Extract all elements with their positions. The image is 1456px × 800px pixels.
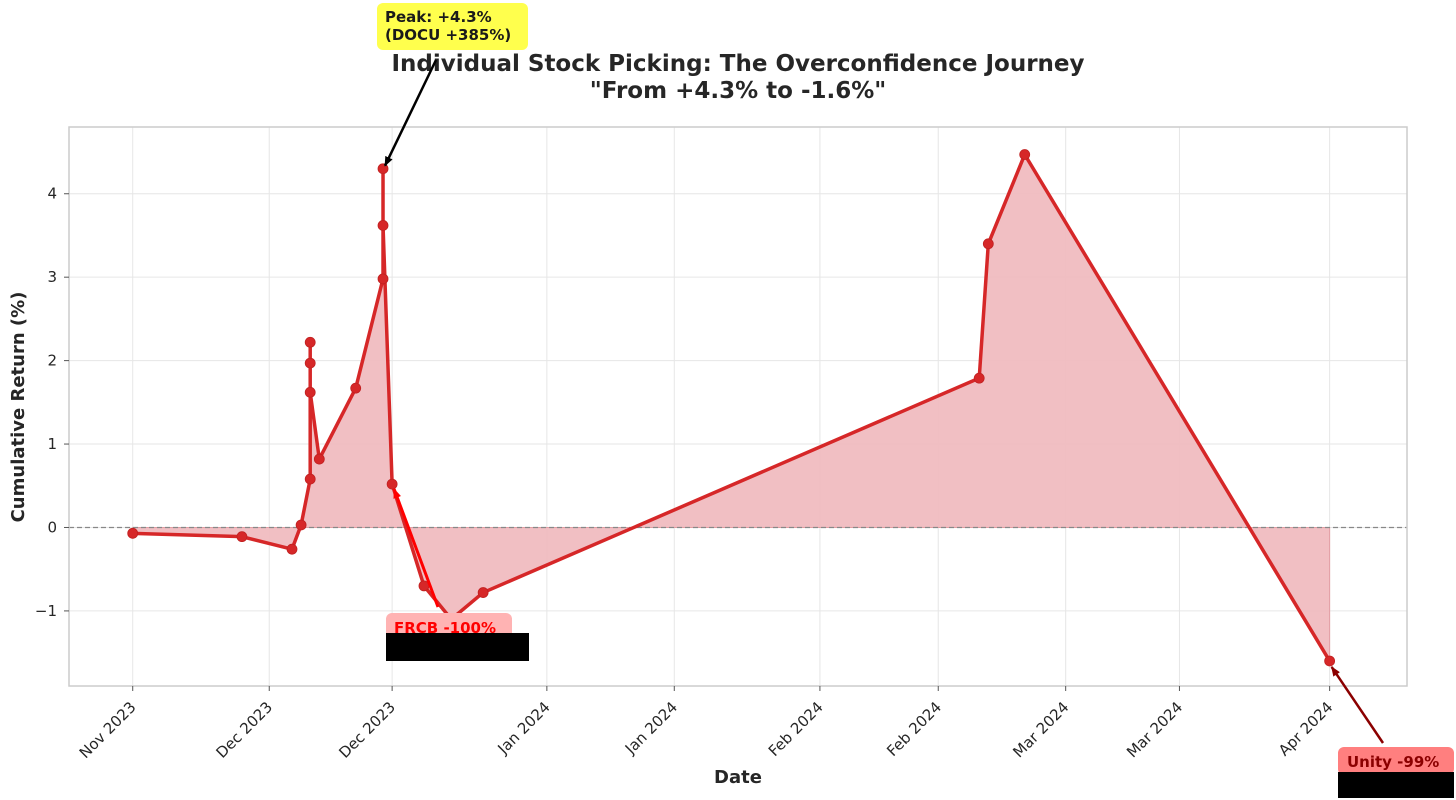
data-point-2 [286, 543, 298, 555]
data-point-19 [1019, 149, 1031, 160]
unity-redaction-bar [1338, 772, 1454, 798]
unity-annotation-text-0: Unity -99% [1347, 753, 1439, 771]
data-point-1 [236, 531, 248, 543]
peak-annotation-text-0: Peak: +4.3% [385, 8, 492, 26]
data-point-7 [304, 386, 316, 398]
y-tick-label-0: −1 [35, 602, 57, 620]
series-points [127, 149, 1336, 667]
frcb-redaction-bar [386, 633, 529, 661]
peak-annotation-text-1: (DOCU +385%) [385, 26, 511, 44]
peak-annotation-box [377, 3, 528, 50]
data-point-5 [304, 336, 316, 348]
y-tick-label-3: 2 [47, 352, 57, 370]
data-point-20 [1324, 655, 1336, 667]
frcb-annotation-text-0: FRCB -100% [394, 619, 496, 637]
y-axis-label: Cumulative Return (%) [8, 292, 29, 523]
data-point-4 [304, 473, 316, 485]
annotations: Peak: +4.3%(DOCU +385%) FRCB -100% Unity -… [377, 3, 1454, 798]
data-point-9 [350, 382, 362, 394]
data-point-0 [127, 527, 139, 539]
x-axis-label: Date [714, 767, 762, 788]
data-point-6 [304, 357, 316, 369]
unity-annotation-box [1338, 747, 1454, 775]
y-tick-label-4: 3 [47, 268, 57, 286]
data-point-12 [377, 220, 389, 231]
data-point-8 [313, 453, 325, 465]
data-point-13 [386, 478, 398, 490]
plot-area [69, 127, 1407, 686]
data-point-10 [377, 273, 389, 285]
y-tick-label-5: 4 [47, 185, 57, 203]
data-point-16 [477, 587, 489, 598]
chart-subtitle: "From +4.3% to -1.6%" [590, 78, 887, 104]
frcb-arrow [392, 488, 440, 608]
data-point-17 [973, 372, 985, 384]
y-axis-ticks: −1 0 1 2 3 4 [35, 185, 69, 620]
peak-arrow [383, 59, 438, 167]
y-tick-label-2: 1 [47, 435, 57, 453]
plot-border [68, 126, 1408, 687]
y-tick-label-1: 0 [47, 518, 57, 536]
unity-arrow [1330, 666, 1385, 744]
data-point-3 [295, 519, 307, 531]
data-point-18 [982, 238, 994, 250]
chart-title: Individual Stock Picking: The Overconfid… [391, 51, 1084, 77]
